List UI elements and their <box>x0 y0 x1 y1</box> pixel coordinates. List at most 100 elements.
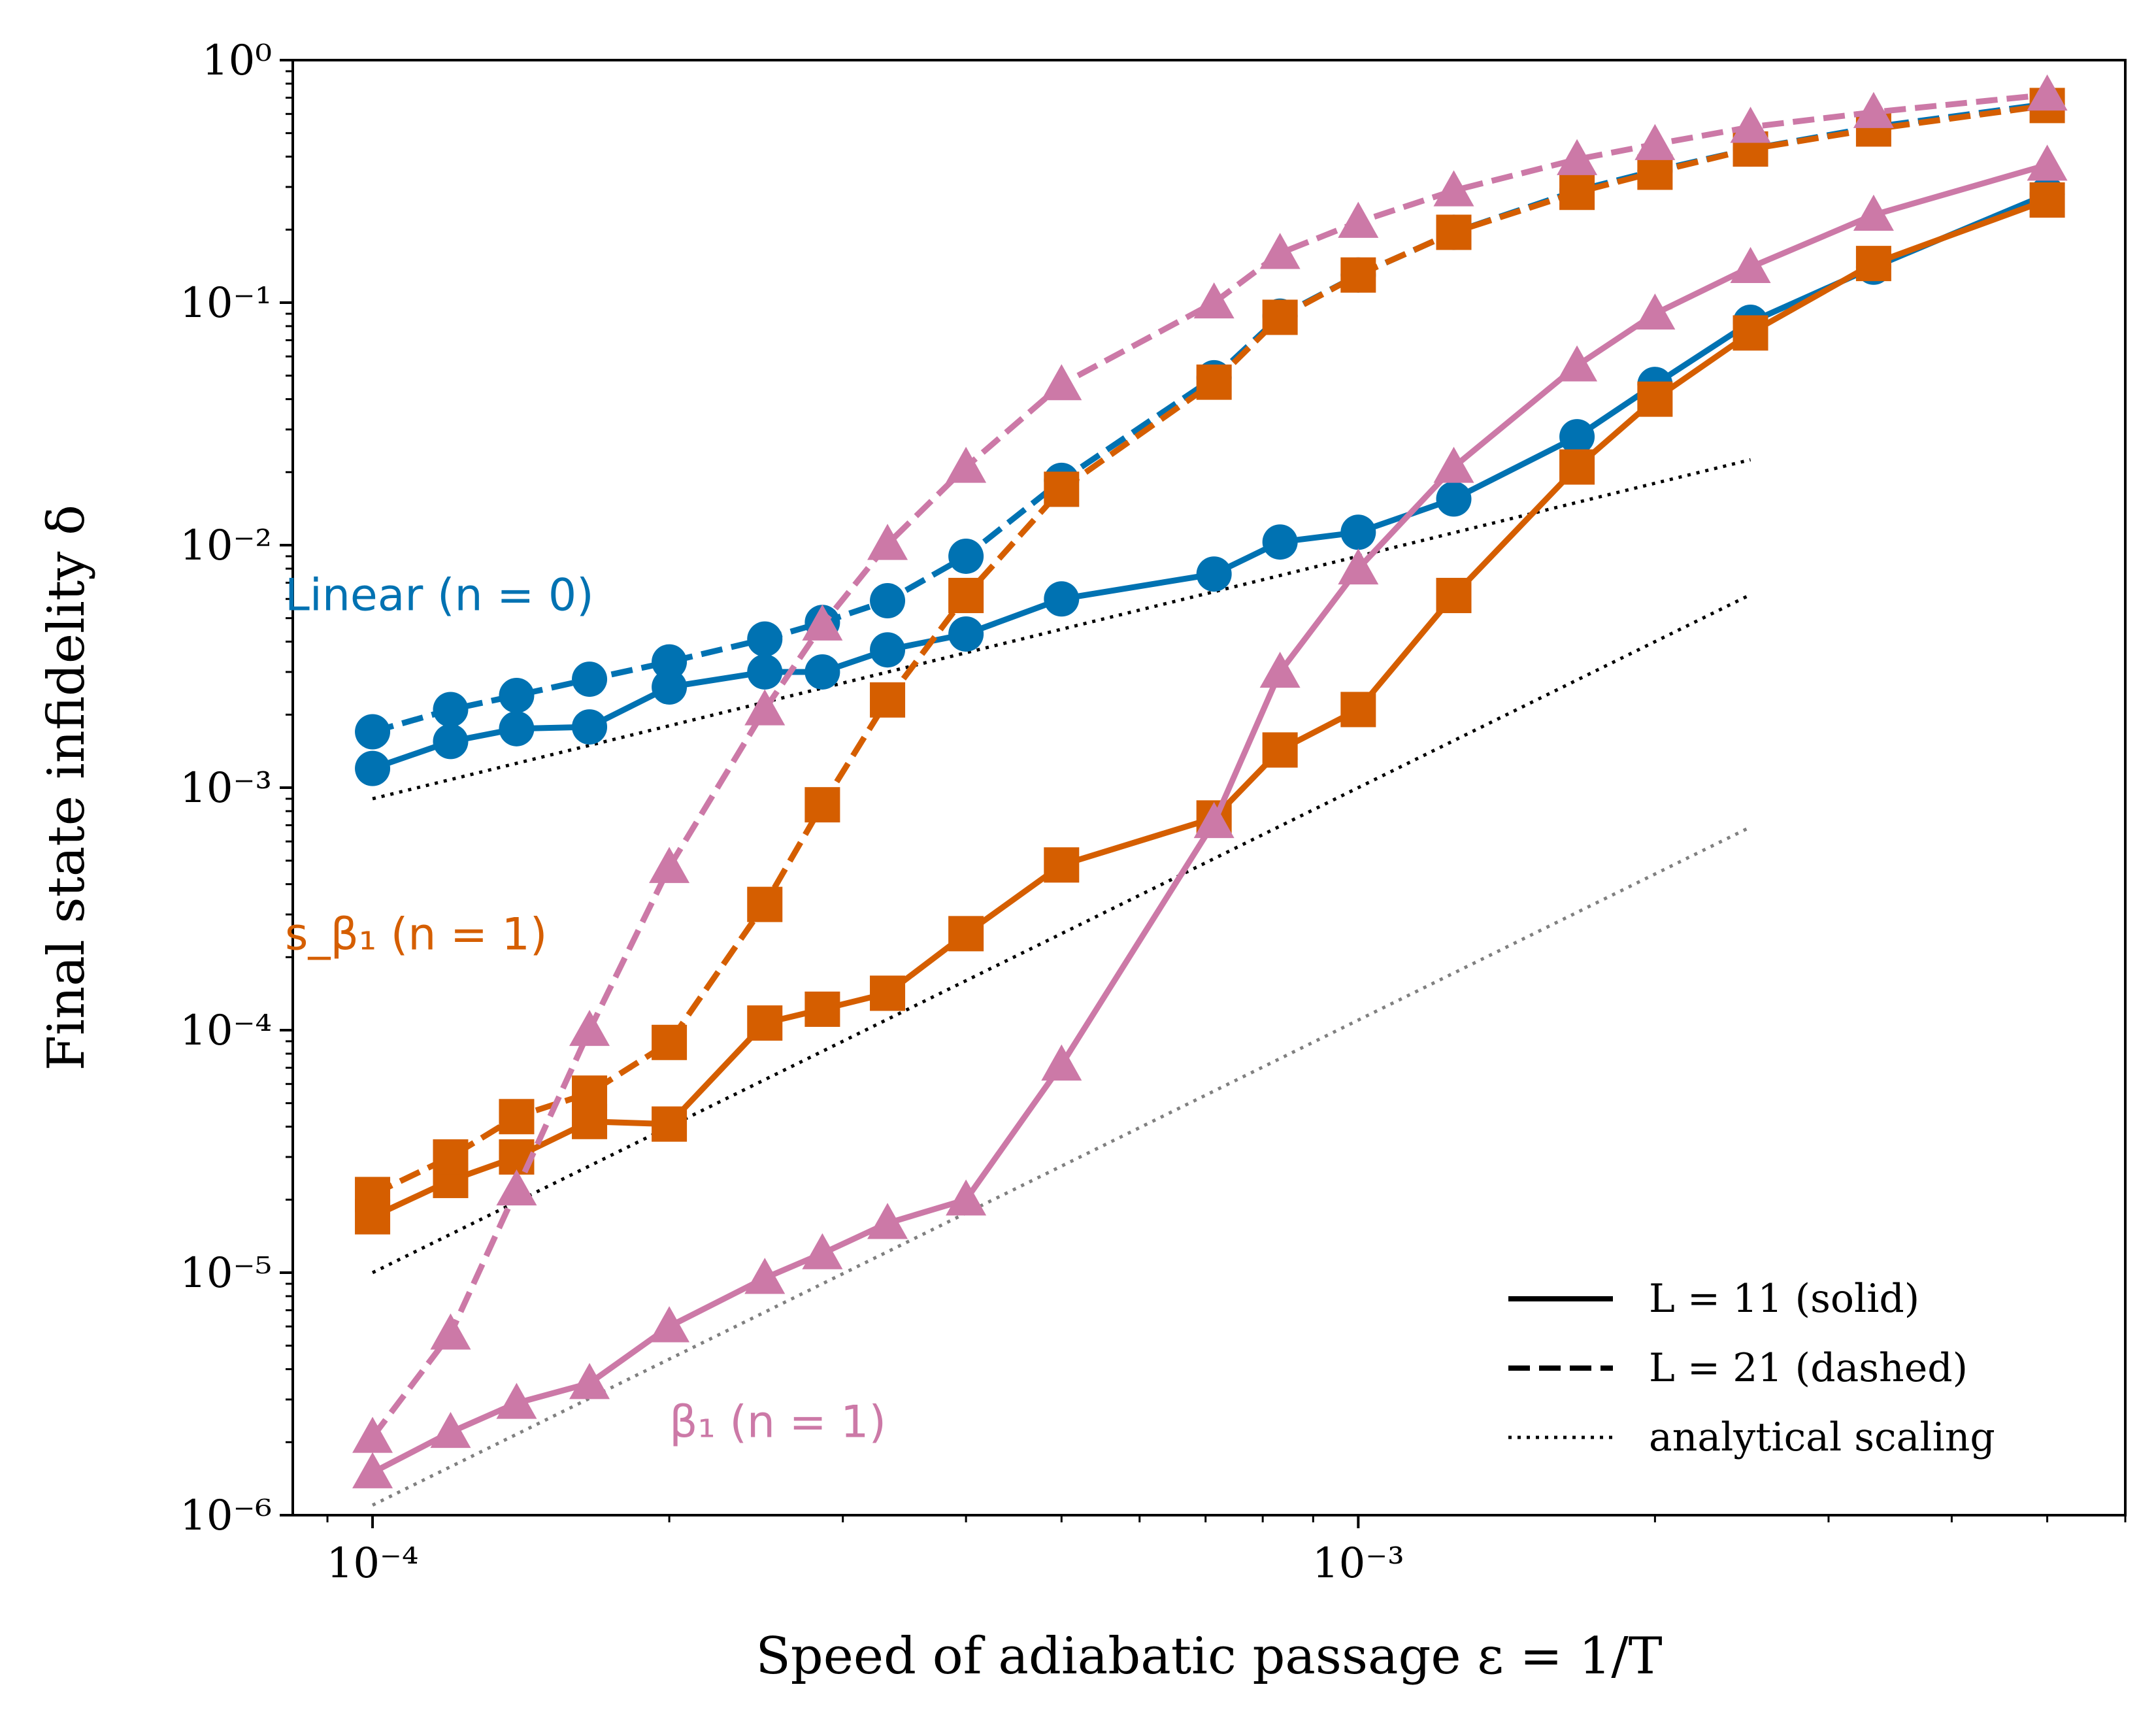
series-4-point-3 <box>569 1363 610 1399</box>
annotation-2: β₁ (n = 1) <box>669 1396 886 1448</box>
series-4-point-16 <box>1730 246 1771 283</box>
series-0-point-10 <box>1196 556 1232 592</box>
series-5-point-2 <box>496 1169 537 1206</box>
series-4-point-14 <box>1557 345 1598 382</box>
axes: 10⁻⁶ 10⁻⁵ 10⁻⁴ 10⁻³ 10⁻² 10⁻¹ 10⁰ 10⁻⁴ 10⁻³ Speed… <box>37 37 2127 1686</box>
series-5-point-6 <box>802 604 843 641</box>
series-4-point-7 <box>867 1203 908 1239</box>
series-2-point-11 <box>1262 732 1298 768</box>
y-tick-label: 10⁻⁵ <box>180 1249 272 1298</box>
series-1-point-4 <box>652 644 688 680</box>
series-3-point-13 <box>1436 214 1472 250</box>
series-2-point-6 <box>804 991 840 1027</box>
analytical-lines <box>371 458 1751 1507</box>
series-5-point-12 <box>1338 201 1379 238</box>
series-1-point-3 <box>572 662 608 697</box>
x-axis-label: Speed of adiabatic passage ε = 1/T <box>755 1627 1662 1686</box>
series-3-point-9 <box>1044 471 1080 507</box>
series-2-point-9 <box>1044 847 1080 883</box>
series-0-point-12 <box>1340 514 1376 550</box>
series-0-point-5 <box>747 654 783 690</box>
series-5-point-15 <box>1634 124 1676 160</box>
series-4-point-2 <box>496 1382 537 1419</box>
series-3-point-10 <box>1196 364 1232 400</box>
y-tick-label: 10⁻³ <box>180 764 272 812</box>
series-3-point-5 <box>747 886 783 922</box>
series-5-point-5 <box>744 689 786 726</box>
series-1-point-2 <box>499 677 535 713</box>
series-4-point-5 <box>744 1258 786 1294</box>
series-0-point-2 <box>499 711 535 746</box>
series-4-point-17 <box>1853 194 1894 231</box>
series-5-point-10 <box>1193 282 1235 319</box>
series-0-point-9 <box>1044 581 1080 617</box>
series-0-point-3 <box>572 709 608 745</box>
series-4-point-18 <box>2027 144 2068 181</box>
series-4-point-9 <box>1041 1044 1082 1081</box>
y-tick-label: 10⁻¹ <box>180 279 272 327</box>
series-2-point-13 <box>1436 578 1472 614</box>
series-0-point-8 <box>948 616 984 652</box>
series-5-point-18 <box>2027 74 2068 111</box>
series-5-point-11 <box>1259 233 1301 269</box>
series-2-point-5 <box>747 1005 783 1041</box>
series-3-point-8 <box>948 578 984 614</box>
series-3-point-0 <box>355 1177 391 1213</box>
annotation-0: Linear (n = 0) <box>285 569 594 621</box>
series-4-point-8 <box>946 1179 987 1216</box>
series-1-point-8 <box>948 538 984 574</box>
series-3-point-12 <box>1340 257 1376 293</box>
series-5-point-16 <box>1730 107 1771 143</box>
series-1-point-0 <box>355 714 391 750</box>
series-5-point-3 <box>569 1010 610 1047</box>
series-0-point-13 <box>1436 481 1472 517</box>
series-5-point-4 <box>649 846 690 883</box>
annotations: Linear (n = 0) s_β₁ (n = 1) β₁ (n = 1) <box>285 569 886 1448</box>
series-4-point-11 <box>1259 651 1301 688</box>
series-0-point-1 <box>433 724 469 760</box>
series-0-point-11 <box>1262 524 1298 560</box>
series-3-point-1 <box>433 1139 469 1175</box>
x-tick-label: 10⁻³ <box>1312 1539 1404 1588</box>
series-4-point-10 <box>1193 801 1235 839</box>
series-3-point-2 <box>499 1099 535 1135</box>
series-2-point-17 <box>1855 246 1891 282</box>
series-2-point-14 <box>1559 449 1595 485</box>
x-tick-label: 10⁻⁴ <box>327 1539 419 1588</box>
series-4-point-0 <box>352 1452 393 1488</box>
legend-label-1: L = 21 (dashed) <box>1649 1345 1968 1391</box>
series-0-point-4 <box>652 669 688 705</box>
series-1-point-7 <box>870 583 906 619</box>
legend: L = 11 (solid) L = 21 (dashed) analytical … <box>1508 1276 1995 1460</box>
series-4 <box>352 144 2068 1488</box>
series-4-point-13 <box>1433 446 1474 483</box>
series-5-point-17 <box>1853 92 1894 128</box>
y-tick-label: 10⁰ <box>202 37 272 85</box>
series-2-point-16 <box>1733 315 1768 351</box>
series-0-point-6 <box>804 654 840 690</box>
series-2-point-8 <box>948 916 984 952</box>
y-tick-label: 10⁻⁶ <box>180 1492 272 1540</box>
series-3-point-15 <box>1637 154 1673 190</box>
series-2-point-18 <box>2029 182 2065 218</box>
series-layer <box>352 74 2068 1488</box>
series-5 <box>352 74 2068 1453</box>
series-4-point-4 <box>649 1306 690 1343</box>
series-4-point-15 <box>1634 293 1676 330</box>
series-5-point-9 <box>1041 364 1082 401</box>
series-4-point-12 <box>1338 548 1379 585</box>
y-tick-label: 10⁻² <box>180 522 272 570</box>
series-3-point-6 <box>804 787 840 823</box>
series-2 <box>355 182 2065 1235</box>
series-5-point-8 <box>946 446 987 483</box>
series-5-point-0 <box>352 1416 393 1453</box>
series-1-point-5 <box>747 621 783 657</box>
series-5-point-13 <box>1433 170 1474 207</box>
series-3-point-4 <box>652 1024 688 1060</box>
series-5-point-14 <box>1557 139 1598 175</box>
series-3-point-14 <box>1559 175 1595 210</box>
series-0-point-7 <box>870 632 906 668</box>
analytical-line-0 <box>372 458 1751 801</box>
series-3-point-7 <box>870 682 906 718</box>
